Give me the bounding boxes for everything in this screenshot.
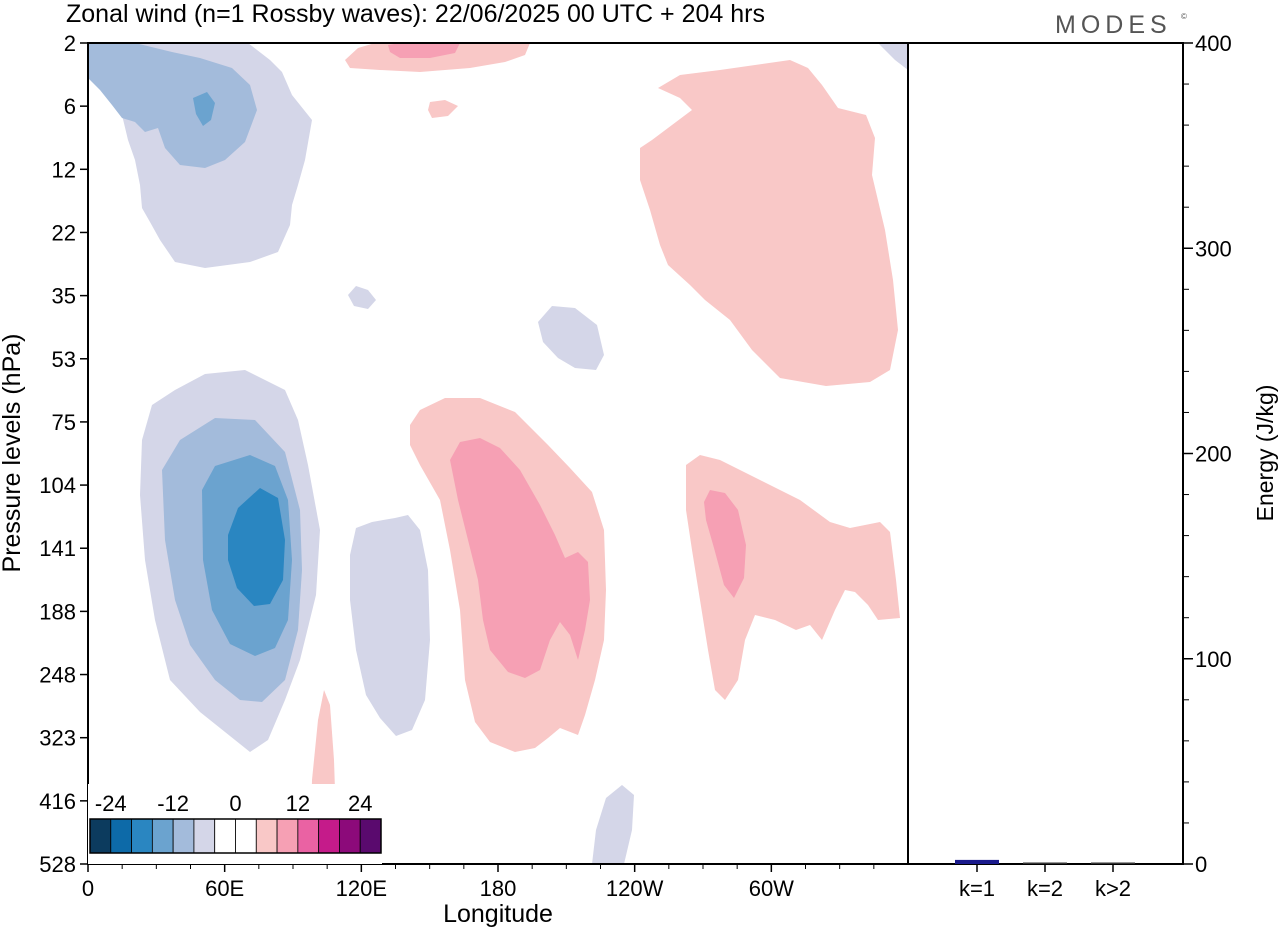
y-tick-label: 323 bbox=[39, 726, 76, 751]
bar-category-label: k=2 bbox=[1027, 876, 1063, 901]
y-axis: 2 6 12 22 35 53 75 104 141 188 248 323 416 528 bbox=[39, 31, 88, 877]
colorbar-cell bbox=[339, 818, 361, 854]
contour-neg-main-4 bbox=[228, 488, 285, 606]
y-axis-label: Pressure levels (hPa) bbox=[0, 334, 26, 573]
y2-tick-label: 200 bbox=[1195, 442, 1232, 467]
logo-mark: © bbox=[1181, 12, 1187, 21]
colorbar-label: -12 bbox=[157, 791, 189, 816]
x-axis: 0 60E 120E 180 120W 60W bbox=[82, 864, 875, 901]
colorbar-cell bbox=[172, 818, 195, 854]
y-tick-label: 53 bbox=[52, 347, 76, 372]
y-tick-label: 416 bbox=[39, 789, 76, 814]
plot-area bbox=[87, 42, 909, 865]
colorbar-cell bbox=[131, 818, 153, 854]
energy-panel: k=1 k=2 k>2 bbox=[907, 42, 1184, 901]
colorbar-cell bbox=[151, 818, 174, 854]
y2-axis-label: Energy (J/kg) bbox=[1252, 385, 1278, 522]
x-tick-label: 60E bbox=[205, 876, 244, 901]
y-tick-label: 528 bbox=[39, 852, 76, 877]
contour-neg-small bbox=[348, 286, 376, 309]
x-tick-label: 120W bbox=[606, 876, 664, 901]
colorbar-cell bbox=[255, 818, 278, 854]
contour-pos-180-inner bbox=[450, 438, 590, 678]
y2-axis: 0 100 200 300 400 bbox=[1183, 31, 1232, 877]
colorbar: -24 -12 0 12 24 bbox=[88, 784, 382, 864]
energy-bar bbox=[1023, 862, 1067, 864]
x-tick-label: 0 bbox=[82, 876, 94, 901]
colorbar-cell bbox=[359, 818, 382, 854]
colorbar-label: -24 bbox=[95, 791, 127, 816]
chart-title: Zonal wind (n=1 Rossby waves): 22/06/202… bbox=[66, 0, 765, 28]
energy-frame bbox=[907, 42, 1184, 865]
colorbar-label: 24 bbox=[348, 791, 372, 816]
y-tick-label: 188 bbox=[39, 599, 76, 624]
bar-category-label: k>2 bbox=[1095, 876, 1131, 901]
colorbar-cell bbox=[214, 818, 236, 854]
y2-tick-label: 0 bbox=[1195, 852, 1207, 877]
colorbar-cell bbox=[110, 818, 132, 854]
y2-tick-label: 400 bbox=[1195, 31, 1232, 56]
colorbar-label: 0 bbox=[229, 791, 241, 816]
y-tick-label: 104 bbox=[39, 473, 76, 498]
y-tick-label: 12 bbox=[52, 157, 76, 182]
colorbar-cell bbox=[276, 818, 299, 854]
logo-text: MODES bbox=[1055, 11, 1172, 39]
contour-pos-60w-outer bbox=[686, 455, 900, 700]
y-tick-label: 75 bbox=[52, 410, 76, 435]
energy-bar-labels: k=1 k=2 k>2 bbox=[959, 864, 1131, 901]
colorbar-cell bbox=[193, 818, 216, 854]
x-tick-label: 60W bbox=[749, 876, 794, 901]
contour-pos-dot bbox=[428, 100, 458, 118]
colorbar-cell bbox=[235, 818, 257, 854]
y-tick-label: 2 bbox=[64, 31, 76, 56]
colorbar-cell bbox=[318, 818, 340, 854]
y-tick-label: 22 bbox=[52, 220, 76, 245]
energy-bar bbox=[955, 859, 999, 864]
y2-tick-label: 100 bbox=[1195, 647, 1232, 672]
contour-neg-nw-mid-top bbox=[96, 43, 132, 48]
colorbar-labels: -24 -12 0 12 24 bbox=[95, 791, 373, 816]
contour-fills bbox=[88, 43, 908, 864]
contour-pos-ne bbox=[640, 60, 898, 386]
contour-pos-60w-inner bbox=[704, 490, 746, 598]
contour-neg-nw-mid bbox=[88, 43, 257, 168]
x-tick-label: 180 bbox=[480, 876, 517, 901]
contour-neg-mid-blob bbox=[538, 306, 604, 370]
energy-bars bbox=[955, 859, 1135, 864]
colorbar-label: 12 bbox=[286, 791, 310, 816]
y-tick-label: 35 bbox=[52, 284, 76, 309]
contour-neg-ne-corner bbox=[878, 43, 908, 70]
contour-pos-top-2 bbox=[388, 43, 460, 58]
energy-bar bbox=[1091, 862, 1135, 864]
x-axis-label: Longitude bbox=[443, 900, 553, 928]
modes-logo: MODES © bbox=[1055, 11, 1187, 39]
contour-neg-120e bbox=[350, 515, 430, 736]
contour-neg-nw-inner bbox=[193, 92, 215, 126]
y-tick-label: 248 bbox=[39, 663, 76, 688]
contour-neg-bottom bbox=[592, 785, 634, 864]
colorbar-frame bbox=[89, 818, 382, 854]
bar-category-label: k=1 bbox=[959, 876, 995, 901]
colorbar-cells bbox=[89, 818, 382, 854]
x-tick-label: 120E bbox=[336, 876, 387, 901]
y-tick-label: 141 bbox=[39, 536, 76, 561]
colorbar-cell bbox=[297, 818, 320, 854]
colorbar-cell bbox=[89, 818, 112, 854]
y2-tick-label: 300 bbox=[1195, 236, 1232, 261]
y-tick-label: 6 bbox=[64, 94, 76, 119]
